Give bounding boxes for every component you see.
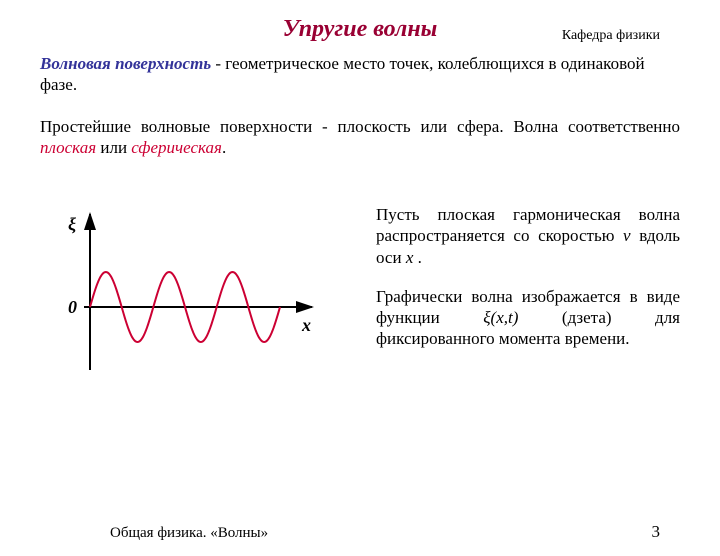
p2-flat: плоская [40,138,96,157]
origin-label: 0 [68,297,77,317]
dept-header: Кафедра физики [562,28,660,44]
p3-post: . [413,248,422,267]
surfaces-paragraph: Простейшие волновые поверхности - плоско… [40,116,680,159]
text-column: Пусть плоская гармоническая волна распро… [340,202,680,382]
propagation-paragraph: Пусть плоская гармоническая волна распро… [376,204,680,268]
footer-left: Общая физика. «Волны» [110,525,268,542]
p4-func: ξ(x,t) [483,307,518,328]
page-number: 3 [652,522,661,542]
x-axis-label: x [301,315,311,335]
p2-sph: сферическая [131,138,222,157]
definition-paragraph: Волновая поверхность - геометрическое ме… [40,53,680,96]
p2-mid: или [96,138,131,157]
p3-v: v [623,226,631,245]
lower-row: ξ 0 x Пусть плоская гармоническая волна ра… [0,202,720,382]
body-content: Волновая поверхность - геометрическое ме… [0,43,720,158]
def-term: Волновая поверхность [40,54,211,73]
function-paragraph: Графически волна изображается в виде фун… [376,286,680,350]
p2-post: . [222,138,226,157]
y-axis-label: ξ [68,214,76,235]
graph-column: ξ 0 x [40,202,340,382]
p4-xi: ξ [483,308,490,327]
p4-args: (x,t) [491,308,519,327]
wave-graph: ξ 0 x [40,202,330,382]
p2-pre: Простейшие волновые поверхности - плоско… [40,117,680,136]
